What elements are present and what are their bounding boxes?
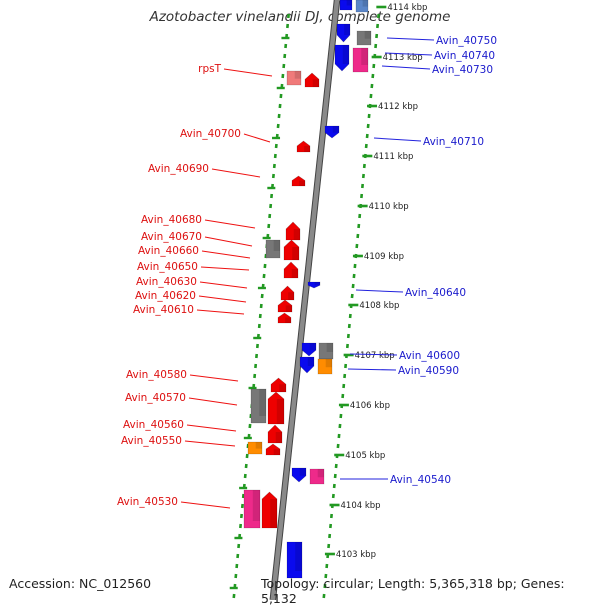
gene-feature-red[interactable]: [268, 392, 284, 424]
kbp-label: 4107 kbp: [355, 351, 395, 361]
gene-feature-red[interactable]: [278, 300, 292, 312]
leader-line-left: [224, 69, 272, 76]
leader-line-right: [387, 38, 434, 40]
gene-feature-red[interactable]: [286, 222, 300, 240]
kbp-label: 4109 kbp: [364, 252, 404, 262]
gene-feature-red[interactable]: [297, 141, 310, 152]
gene-feature-red[interactable]: [305, 73, 319, 87]
gene-feature-red[interactable]: [266, 444, 280, 455]
kbp-label: 4106 kbp: [350, 401, 390, 411]
gene-feature-red[interactable]: [278, 313, 291, 323]
gene-feature-blue[interactable]: [340, 0, 352, 10]
gene-feature-blue[interactable]: [335, 45, 349, 71]
gene-feature-gray[interactable]: [357, 31, 371, 45]
gene-feature-gray[interactable]: [251, 389, 266, 423]
kbp-label: 4103 kbp: [336, 550, 376, 560]
gene-label-avin_40610[interactable]: Avin_40610: [133, 304, 194, 316]
gene-feature-blue[interactable]: [300, 357, 314, 373]
gene-feature-blue[interactable]: [337, 24, 350, 42]
gene-label-avin_40590[interactable]: Avin_40590: [398, 365, 459, 377]
leader-line-left: [205, 237, 252, 246]
gene-feature-red[interactable]: [281, 286, 294, 300]
gene-feature-red[interactable]: [271, 378, 286, 392]
kbp-label: 4111 kbp: [373, 152, 413, 162]
gene-label-avin_40680[interactable]: Avin_40680: [141, 214, 202, 226]
gene-feature-blue[interactable]: [292, 468, 306, 482]
leader-line-left: [200, 282, 247, 288]
kbp-label: 4105 kbp: [345, 451, 385, 461]
kbp-label: 4108 kbp: [359, 301, 399, 311]
gene-label-avin_40670[interactable]: Avin_40670: [141, 231, 202, 243]
kbp-label: 4110 kbp: [369, 202, 409, 212]
gene-label-rpst[interactable]: rpsT: [198, 63, 221, 75]
gene-feature-red[interactable]: [284, 262, 298, 278]
gene-label-avin_40630[interactable]: Avin_40630: [136, 276, 197, 288]
gene-label-avin_40640[interactable]: Avin_40640: [405, 287, 466, 299]
gene-feature-gray[interactable]: [266, 240, 280, 258]
genome-summary-text: Topology: circular; Length: 5,365,318 bp…: [261, 576, 600, 606]
gene-label-avin_40580[interactable]: Avin_40580: [126, 369, 187, 381]
gene-label-avin_40730[interactable]: Avin_40730: [432, 64, 493, 76]
leader-line-right: [348, 369, 396, 370]
gene-label-avin_40710[interactable]: Avin_40710: [423, 136, 484, 148]
gene-feature-blue[interactable]: [356, 0, 368, 12]
gene-label-avin_40650[interactable]: Avin_40650: [137, 261, 198, 273]
leader-line-left: [181, 502, 230, 508]
gene-feature-pink[interactable]: [353, 48, 368, 72]
leader-line-left: [197, 310, 244, 314]
gene-feature-pink[interactable]: [244, 490, 260, 528]
leader-line-left: [187, 425, 236, 431]
leader-line-right: [382, 66, 430, 69]
gene-label-avin_40620[interactable]: Avin_40620: [135, 290, 196, 302]
gene-feature-blue[interactable]: [325, 126, 339, 138]
gene-feature-blue[interactable]: [308, 282, 320, 288]
gene-feature-pink[interactable]: [310, 469, 324, 484]
gene-feature-blue[interactable]: [302, 343, 316, 356]
gene-label-avin_40690[interactable]: Avin_40690: [148, 163, 209, 175]
gene-feature-red[interactable]: [262, 492, 277, 528]
gene-label-avin_40530[interactable]: Avin_40530: [117, 496, 178, 508]
leader-line-left: [212, 169, 260, 177]
kbp-label: 4104 kbp: [341, 501, 381, 511]
leader-line-left: [202, 251, 250, 258]
gene-feature-red[interactable]: [284, 240, 299, 260]
leader-line-left: [189, 398, 237, 405]
accession-text: Accession: NC_012560: [9, 576, 151, 591]
gene-label-avin_40560[interactable]: Avin_40560: [123, 419, 184, 431]
gene-feature-red[interactable]: [268, 425, 282, 443]
leader-line-left: [201, 267, 249, 270]
gene-feature-red[interactable]: [292, 176, 305, 186]
gene-feature-salmon[interactable]: [287, 71, 301, 85]
gene-feature-gray[interactable]: [319, 343, 333, 359]
leader-line-right: [374, 138, 421, 141]
gene-label-avin_40740[interactable]: Avin_40740: [434, 50, 495, 62]
leader-line-right: [356, 290, 403, 292]
leader-line-left: [199, 296, 246, 302]
leader-line-left: [190, 375, 238, 381]
gene-label-avin_40570[interactable]: Avin_40570: [125, 392, 186, 404]
gene-feature-orange[interactable]: [248, 442, 262, 454]
leader-line-left: [244, 134, 270, 142]
gene-label-avin_40660[interactable]: Avin_40660: [138, 245, 199, 257]
kbp-label: 4114 kbp: [387, 3, 427, 13]
kbp-label: 4112 kbp: [378, 102, 418, 112]
gene-label-avin_40750[interactable]: Avin_40750: [436, 35, 497, 47]
gene-label-avin_40550[interactable]: Avin_40550: [121, 435, 182, 447]
gene-feature-orange[interactable]: [318, 359, 332, 374]
gene-feature-blue[interactable]: [287, 542, 302, 578]
leader-line-left: [185, 441, 235, 446]
leader-line-left: [205, 220, 255, 228]
gene-label-avin_40540[interactable]: Avin_40540: [390, 474, 451, 486]
gene-label-avin_40700[interactable]: Avin_40700: [180, 128, 241, 140]
gene-label-avin_40600[interactable]: Avin_40600: [399, 350, 460, 362]
